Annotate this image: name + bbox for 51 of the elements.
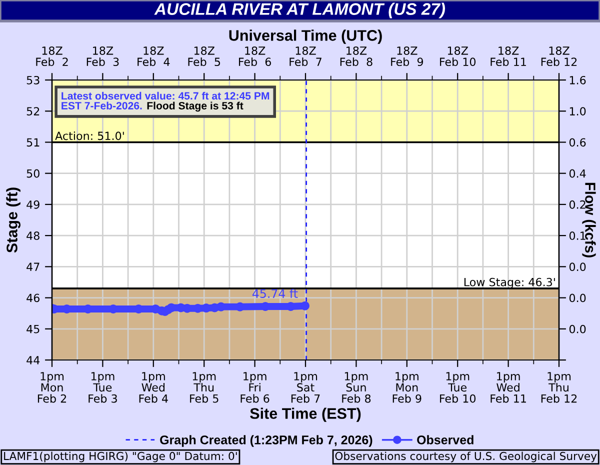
ref-line-label: Action: 51.0' — [55, 131, 124, 140]
category-label: 0.6 — [569, 138, 586, 147]
category-label: 1.6 — [570, 76, 586, 84]
x-tick-label: 1pm Mon Feb 9 — [392, 372, 422, 403]
data-label: 45.74 ft — [252, 288, 298, 298]
y-tick-label: 44 — [26, 356, 40, 364]
category-label: 0.0 — [569, 294, 586, 302]
x-tick-label: 1pm Thu Feb 12 — [541, 372, 577, 403]
x-axis-title: Site Time (EST) — [250, 408, 361, 422]
x2-axis-title: Universal Time (UTC) — [229, 30, 382, 44]
category-label: 0.0 — [569, 324, 586, 334]
x2-tick-label: 18Z Feb 12 — [541, 46, 577, 66]
y-tick-label: 51 — [26, 138, 40, 147]
x-tick-label: 1pm Wed Feb 11 — [490, 372, 526, 403]
x2-tick-label: 18Z Feb 10 — [440, 46, 476, 66]
legend-label: Observed — [417, 435, 474, 444]
x2-tick-label: 18Z Feb 8 — [340, 46, 372, 66]
y-tick-label: 50 — [26, 169, 40, 178]
y-tick-label: 52 — [26, 107, 40, 116]
x-tick-label: 1pm Sat Feb 7 — [291, 372, 320, 403]
x2-tick-label: 18Z Feb 7 — [290, 46, 322, 66]
x2-tick-label: 18Z Feb 2 — [36, 46, 68, 66]
y-tick-label: 53 — [26, 76, 40, 84]
x2-tick-label: 18Z Feb 11 — [490, 46, 526, 66]
x-tick-label: 1pm Sun Feb 8 — [342, 372, 371, 403]
y-tick-label: 49 — [26, 200, 40, 209]
x2-tick-label: 18Z Feb 6 — [238, 46, 271, 66]
category-label: 1.0 — [570, 107, 586, 116]
x-tick-label: 1pm Mon Feb 2 — [38, 372, 66, 403]
text: LAMF1(plotting HGIRG) "Gage 0" Datum: 0' — [4, 452, 237, 462]
category-label: 0.4 — [569, 169, 586, 178]
y-tick-label: 46 — [26, 294, 40, 302]
category-label: 0.0 — [569, 262, 586, 272]
x2-tick-label: 18Z Feb 3 — [86, 46, 119, 66]
annotation: Flood Stage is 53 ft — [147, 102, 244, 112]
ref-line-label: Low Stage: 46.3' — [464, 278, 555, 288]
x-tick-label: 1pm Tue Feb 3 — [88, 372, 117, 403]
x-tick-label: 1pm Fri Feb 6 — [240, 372, 270, 403]
y-tick-label: 45 — [26, 325, 40, 334]
x2-tick-label: 18Z Feb 5 — [188, 46, 220, 66]
x-tick-label: 1pm Thu Feb 5 — [190, 372, 218, 403]
x2-tick-label: 18Z Feb 4 — [138, 46, 170, 66]
y-axis-title: Stage (ft) — [6, 188, 20, 253]
x-tick-label: 1pm Tue Feb 10 — [440, 372, 476, 403]
text: Observations courtesy of U.S. Geological Survey — [335, 452, 597, 462]
x-tick-label: 1pm Wed Feb 4 — [139, 372, 168, 403]
legend-label: Graph Created (1:23PM Feb 7, 2026) — [160, 435, 372, 447]
y-tick-label: 48 — [26, 232, 40, 240]
y-tick-label: 47 — [26, 262, 40, 271]
x2-tick-label: 18Z Feb 9 — [391, 46, 424, 66]
chart-title: AUCILLA RIVER AT LAMONT (US 27) — [154, 2, 446, 18]
